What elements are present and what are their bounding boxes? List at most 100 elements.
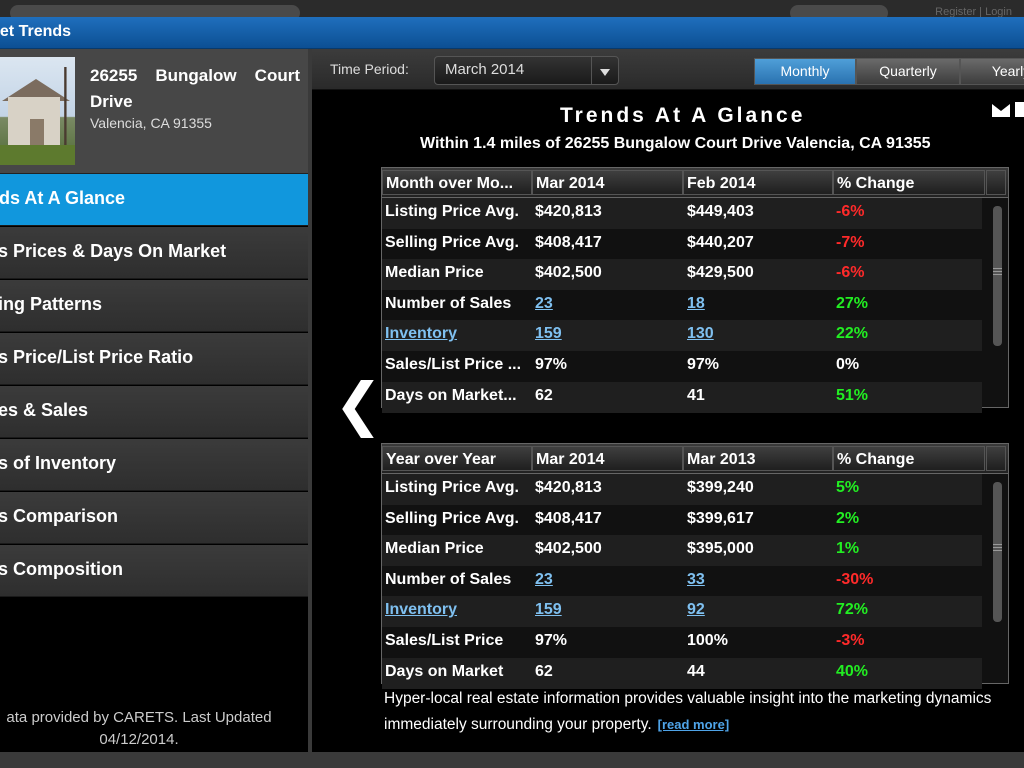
sidebar-item[interactable]: es Comparison (0, 492, 308, 544)
info-note-text: Hyper-local real estate information prov… (384, 690, 992, 733)
change-value: -6% (836, 203, 865, 220)
sidebar-item[interactable]: es Price/List Price Ratio (0, 333, 308, 385)
cell-value: $408,417 (535, 509, 602, 527)
column-header[interactable]: Mar 2014 (532, 446, 683, 471)
cell-value[interactable]: 33 (687, 570, 705, 588)
back-arrow-icon[interactable]: ❮ (334, 370, 383, 438)
scrollbar[interactable] (993, 206, 1002, 346)
period-quarterly-button[interactable]: Quarterly (856, 58, 960, 85)
year-over-year-table: Year over Year Mar 2014 Mar 2013% Change Li… (381, 443, 1009, 689)
change-value: 51% (836, 386, 869, 404)
sidebar-item[interactable]: ys of Inventory (0, 439, 308, 491)
main-panel: Time Period: March 2014 Monthly Quarterl… (312, 49, 1024, 752)
register-login-link[interactable]: Register | Login (935, 6, 1012, 17)
sidebar-item-label: ying Patterns (0, 294, 103, 314)
table-row: Number of Sales 23 18 27% (382, 290, 982, 321)
sidebar-item[interactable]: nds At A Glance (0, 174, 308, 226)
table-row: Number of Sales 23 33 -30% (382, 566, 982, 597)
email-icon[interactable] (992, 104, 1010, 117)
cell-value: 100% (687, 632, 728, 649)
row-label: Listing Price Avg. (385, 479, 519, 496)
cell-value: $395,000 (687, 540, 754, 558)
table-row: Inventory 159 92 72% (382, 596, 982, 628)
table-row: Listing Price Avg. $420,813 $399,240 5% (382, 474, 982, 505)
cell-value[interactable]: 159 (535, 601, 562, 619)
toolbar-pill[interactable] (790, 5, 888, 17)
row-label: Median Price (385, 264, 484, 282)
sidebar-item[interactable]: es Prices & Days On Market (0, 227, 308, 279)
change-value: 2% (836, 509, 860, 527)
title-bar: ket Trends (0, 17, 1024, 49)
cell-value: $402,500 (535, 264, 602, 282)
column-header[interactable]: Feb 2014 (683, 170, 833, 195)
column-header[interactable]: % Change (833, 446, 985, 471)
property-photo (0, 57, 75, 165)
change-value: 40% (836, 662, 869, 680)
sidebar-item-label: es Prices & Days On Market (0, 241, 227, 261)
scrollbar[interactable] (993, 482, 1002, 622)
time-period-value: March 2014 (445, 61, 525, 78)
credit-line-2: 04/12/2014. (99, 731, 179, 748)
cell-value[interactable]: 23 (535, 570, 553, 588)
cell-value: 97% (535, 632, 568, 649)
column-header[interactable]: Month over Mo... (382, 170, 532, 195)
sidebar-item-label: nds At A Glance (0, 188, 126, 208)
table-row: Sales/List Price 97% 100% -3% (382, 627, 982, 658)
cell-value: $399,617 (687, 509, 754, 527)
cell-value: 62 (535, 662, 553, 680)
table-row: Selling Price Avg. $408,417 $399,617 2% (382, 505, 982, 536)
period-yearly-button[interactable]: Yearly (960, 58, 1024, 85)
sidebar-item[interactable]: ying Patterns (0, 280, 308, 332)
column-header[interactable]: Year over Year (382, 446, 532, 471)
sidebar-item-label: es Comparison (0, 506, 119, 526)
change-value: 1% (836, 540, 860, 558)
cell-value: 97% (535, 356, 568, 373)
period-monthly-button[interactable]: Monthly (754, 58, 856, 85)
cell-value[interactable]: 159 (535, 325, 562, 343)
table-row: Sales/List Price ... 97% 97% 0% (382, 351, 982, 382)
row-label: Selling Price Avg. (385, 233, 519, 251)
sidebar-item[interactable]: ces & Sales (0, 386, 308, 438)
row-label: Selling Price Avg. (385, 509, 519, 527)
row-label[interactable]: Inventory (385, 325, 458, 343)
column-header[interactable]: % Change (833, 170, 985, 195)
row-label: Sales/List Price (385, 632, 504, 649)
change-value: -30% (836, 570, 874, 588)
print-icon[interactable] (1015, 102, 1024, 117)
sidebar-item[interactable]: es Composition (0, 545, 308, 597)
cell-value: $440,207 (687, 233, 754, 251)
toolbar: Time Period: March 2014 Monthly Quarterl… (312, 49, 1024, 90)
property-card: 26255 Bungalow Court Drive Valencia, CA … (0, 49, 308, 174)
cell-value: 97% (687, 356, 720, 373)
table-header: Year over Year Mar 2014 Mar 2013% Change (382, 444, 1008, 474)
glance-title: Trends At A Glance (560, 104, 806, 127)
row-label: Days on Market... (385, 386, 517, 404)
cell-value: $402,500 (535, 540, 602, 558)
column-header[interactable]: Mar 2013 (683, 446, 833, 471)
cell-value: 44 (687, 662, 705, 680)
row-label[interactable]: Inventory (385, 601, 458, 619)
month-over-month-table: Month over Mo... Mar 2014 Feb 2014% Change… (381, 167, 1009, 413)
table-row: Listing Price Avg. $420,813 $449,403 -6% (382, 198, 982, 229)
cell-value[interactable]: 23 (535, 294, 553, 312)
table-row: Median Price $402,500 $429,500 -6% (382, 259, 982, 291)
glance-subtitle: Within 1.4 miles of 26255 Bungalow Court… (420, 135, 931, 152)
time-period-select[interactable]: March 2014 (434, 56, 619, 85)
time-period-label: Time Period: (330, 61, 409, 77)
cell-value[interactable]: 130 (687, 325, 714, 343)
sidebar-item-label: es Price/List Price Ratio (0, 347, 194, 367)
cell-value[interactable]: 92 (687, 601, 705, 619)
row-label: Sales/List Price ... (385, 356, 522, 373)
search-box[interactable] (10, 5, 300, 17)
read-more-link[interactable]: [read more] (657, 717, 730, 732)
table-row: Days on Market 62 44 40% (382, 657, 982, 689)
sidebar-item-label: ys of Inventory (0, 453, 117, 473)
property-city: Valencia, CA 91355 (90, 115, 212, 131)
table-row: Days on Market... 62 41 51% (382, 381, 982, 413)
row-label: Listing Price Avg. (385, 203, 519, 220)
chevron-down-icon[interactable] (591, 57, 618, 84)
sidebar-nav: nds At A Glance es Prices & Days On Marke… (0, 174, 308, 598)
cell-value[interactable]: 18 (687, 294, 705, 312)
row-label: Days on Market (385, 662, 504, 680)
column-header[interactable]: Mar 2014 (532, 170, 683, 195)
